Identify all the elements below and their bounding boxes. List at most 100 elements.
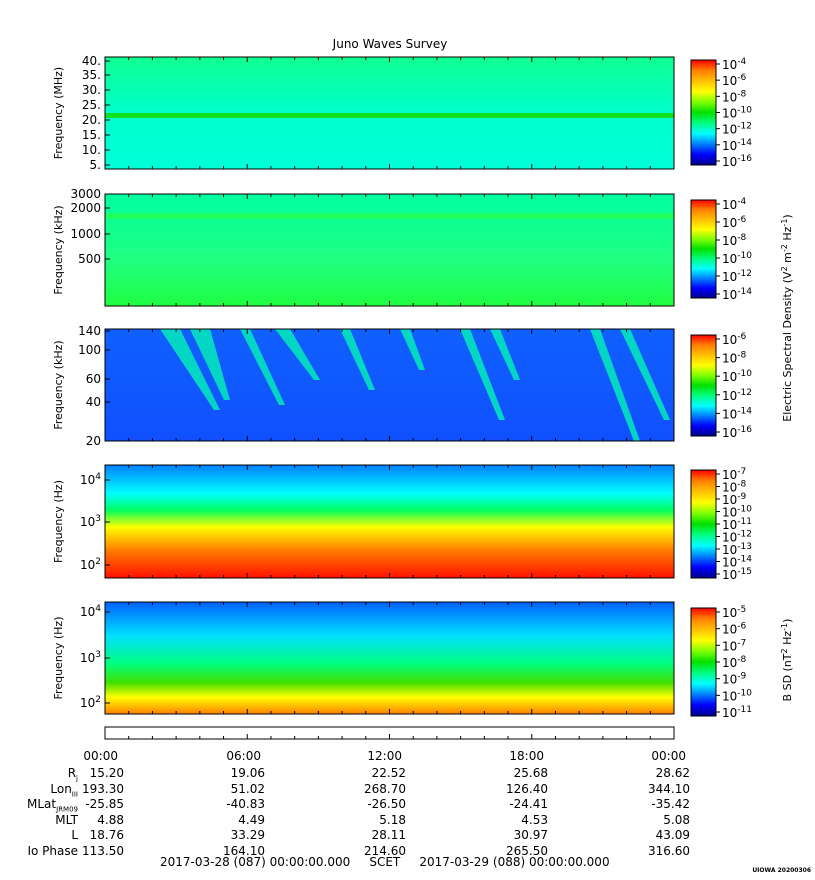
colorbar-2 bbox=[690, 199, 717, 299]
time-range-footer: 2017-03-28 (087) 00:00:00.000 SCET 2017-… bbox=[160, 855, 610, 869]
colorbar-tick-label: 10-16 bbox=[722, 425, 752, 440]
ephemeris-value: 28.11 bbox=[371, 828, 406, 843]
colorbar-tick-label: 10-14 bbox=[722, 555, 752, 570]
colorbar-tick-label: 10-10 bbox=[722, 106, 752, 121]
ephemeris-label: MLT bbox=[55, 812, 78, 827]
colorbar-tick-label: 10-10 bbox=[722, 369, 752, 384]
emission-band bbox=[105, 213, 674, 219]
ephemeris-value: -24.41 bbox=[509, 797, 548, 812]
y-tick-label: 1000 bbox=[70, 227, 101, 241]
colorbar-tick-label: 10-6 bbox=[722, 332, 747, 347]
ephemeris-value: -40.83 bbox=[226, 797, 265, 812]
ephemeris-label: MLatJRM09 bbox=[27, 797, 78, 814]
ephemeris-value: 33.29 bbox=[230, 828, 265, 843]
ephemeris-value: 30.97 bbox=[513, 828, 548, 843]
ephemeris-value: 193.30 bbox=[82, 781, 124, 796]
colorbar-tick-label: 10-15 bbox=[722, 567, 752, 582]
colorbar-tick-label: 10-14 bbox=[722, 138, 752, 153]
emission-streak bbox=[490, 329, 520, 380]
ephemeris-value: 164.10 bbox=[223, 844, 265, 858]
colorbar-tick-label: 10-7 bbox=[722, 638, 746, 653]
y-axis-label: Frequency (kHz) bbox=[52, 205, 65, 294]
y-tick-label: 25. bbox=[82, 98, 101, 112]
y-tick-label: 15. bbox=[82, 128, 101, 142]
colorbar-tick-label: 10-16 bbox=[722, 154, 752, 169]
y-tick-label: 500 bbox=[78, 252, 101, 266]
ephemeris-label: L bbox=[71, 828, 78, 843]
colorbar-tick-label: 10-14 bbox=[722, 406, 752, 421]
colorbar-tick-label: 10-9 bbox=[722, 492, 747, 507]
colorbar-tick-label: 10-6 bbox=[722, 73, 747, 88]
colorbar-tick-label: 10-13 bbox=[722, 542, 752, 557]
y-tick-label: 2000 bbox=[70, 201, 101, 215]
colorbar-tick-label: 10-11 bbox=[722, 705, 752, 720]
spectrogram-panel-4 bbox=[105, 465, 674, 578]
y-tick-label: 60 bbox=[86, 372, 101, 386]
y-tick-label: 100 bbox=[78, 343, 101, 357]
colorbar-3 bbox=[690, 334, 717, 437]
colorbar-tick-label: 10-8 bbox=[722, 89, 747, 104]
emission-streak bbox=[590, 329, 640, 441]
y-tick-label: 10. bbox=[82, 143, 101, 157]
colorbar-tick-label: 10-6 bbox=[722, 622, 747, 637]
emission-streak bbox=[340, 329, 375, 390]
y-tick-label: 140 bbox=[78, 324, 101, 338]
ephemeris-value: 43.09 bbox=[655, 828, 690, 843]
y-tick-label: 102 bbox=[80, 695, 101, 710]
colorbar-tick-label: 10-11 bbox=[722, 517, 752, 532]
emission-streak bbox=[160, 329, 220, 410]
y-axis-label: Frequency (Hz) bbox=[52, 480, 65, 563]
ephemeris-value: 316.60 bbox=[648, 844, 690, 858]
emission-streak bbox=[240, 329, 285, 405]
colorbar-tick-label: 10-12 bbox=[722, 388, 752, 403]
ephemeris-value: 4.88 bbox=[97, 812, 124, 827]
provenance-stamp: UIOWA 20200306 bbox=[752, 867, 811, 874]
y-axis-label: Frequency (Hz) bbox=[52, 617, 65, 700]
ephemeris-value: 28.62 bbox=[655, 766, 690, 780]
ephemeris-value: 214.60 bbox=[364, 844, 406, 858]
emission-streak bbox=[190, 329, 230, 400]
spectrogram-panel-2 bbox=[105, 194, 674, 306]
ephemeris-value: 113.50 bbox=[82, 844, 124, 858]
colorbar-tick-label: 10-7 bbox=[722, 467, 746, 482]
colorbar-4 bbox=[690, 469, 717, 579]
time-tick-label: 00:00 bbox=[83, 749, 118, 763]
ephemeris-value: 4.49 bbox=[238, 812, 265, 827]
ephemeris-value: 268.70 bbox=[364, 781, 406, 796]
emission-streak bbox=[620, 329, 670, 420]
ephemeris-value: 19.06 bbox=[230, 766, 265, 780]
ephemeris-value: 265.50 bbox=[506, 844, 548, 858]
colorbar-5 bbox=[690, 607, 717, 717]
ephemeris-value: 22.52 bbox=[371, 766, 406, 780]
ephemeris-value: 5.18 bbox=[379, 812, 406, 827]
colorbar-tick-label: 10-9 bbox=[722, 672, 747, 687]
electric-colorbar-label: Electric Spectral Density (V2 m-2 Hz-1) bbox=[780, 214, 794, 421]
emission-band bbox=[105, 113, 674, 118]
ephemeris-value: -35.42 bbox=[651, 797, 690, 812]
ephemeris-value: 4.53 bbox=[521, 812, 548, 827]
time-tick-label: 06:00 bbox=[226, 749, 261, 763]
colorbar-tick-label: 10-8 bbox=[722, 233, 747, 248]
y-tick-label: 104 bbox=[80, 472, 101, 487]
ephemeris-value: 344.10 bbox=[648, 781, 690, 796]
colorbar-tick-label: 10-10 bbox=[722, 688, 752, 703]
colorbar-tick-label: 10-5 bbox=[722, 605, 746, 620]
y-tick-label: 35. bbox=[82, 68, 101, 82]
y-tick-label: 5. bbox=[90, 158, 101, 172]
emission-streak bbox=[460, 329, 505, 420]
y-tick-label: 30. bbox=[82, 83, 101, 97]
spectrogram-panel-5 bbox=[105, 602, 674, 714]
y-tick-label: 40 bbox=[86, 395, 101, 409]
colorbar-tick-label: 10-8 bbox=[722, 480, 747, 495]
colorbar-tick-label: 10-12 bbox=[722, 269, 752, 284]
end-time: 2017-03-29 (088) 00:00:00.000 bbox=[419, 855, 610, 869]
colorbar-tick-label: 10-12 bbox=[722, 530, 752, 545]
time-tick-label: 18:00 bbox=[509, 749, 544, 763]
magnetic-colorbar-label: B SD (nT2 Hz-1) bbox=[780, 619, 794, 702]
ephemeris-value: 25.68 bbox=[513, 766, 548, 780]
ephemeris-label: Io Phase bbox=[27, 844, 78, 858]
ephemeris-label: LonIII bbox=[50, 781, 78, 798]
ephemeris-value: -25.85 bbox=[85, 797, 124, 812]
ephemeris-value: 5.08 bbox=[663, 812, 690, 827]
